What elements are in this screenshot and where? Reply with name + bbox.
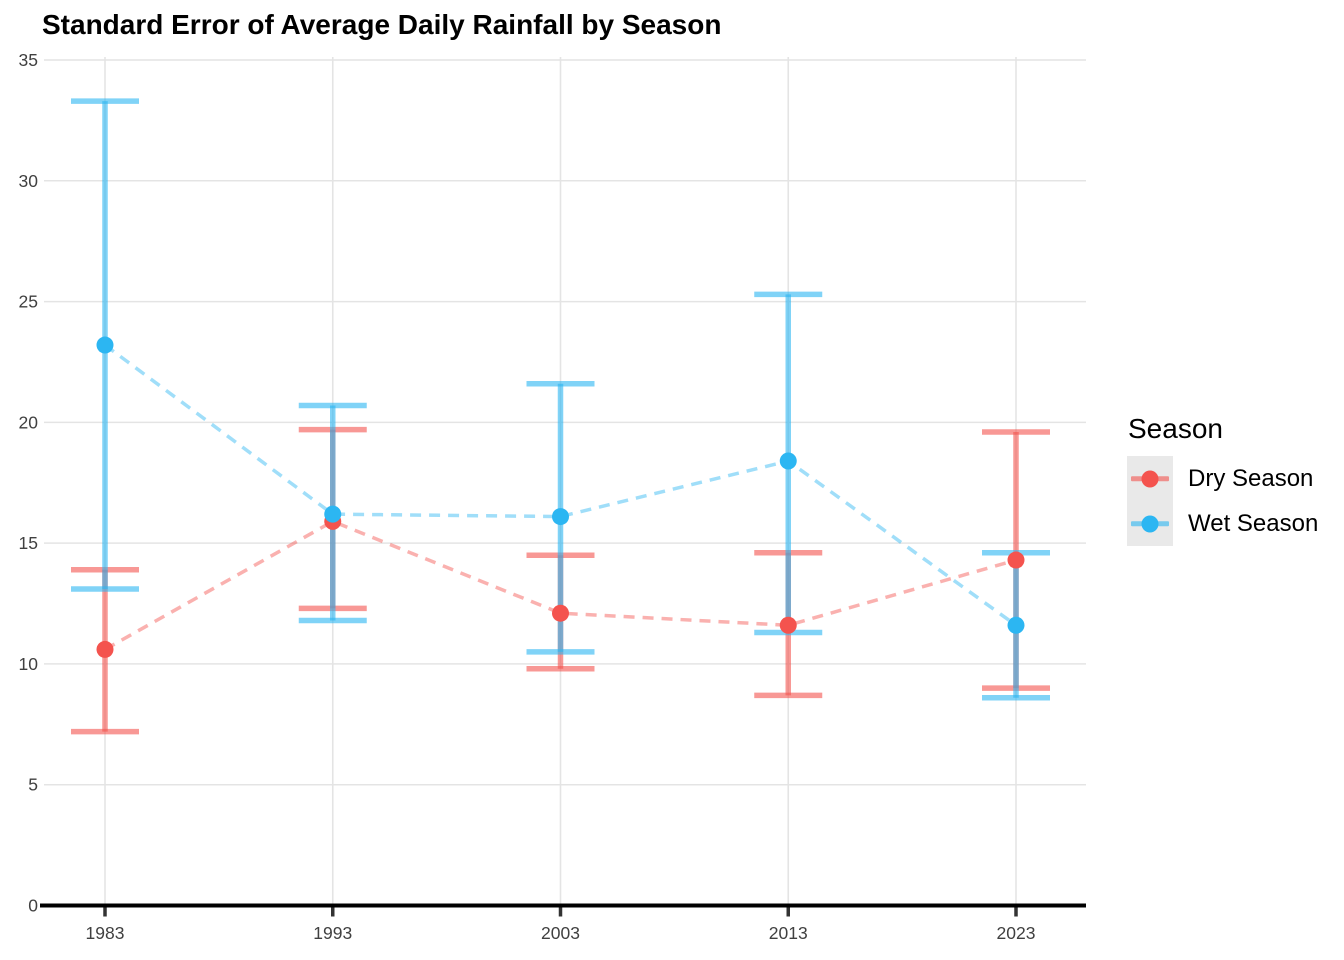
- y-tick-label: 0: [28, 896, 38, 916]
- y-tick-label: 20: [19, 412, 39, 432]
- data-point: [1007, 551, 1025, 569]
- legend-item-dry-season: Dry Season: [1127, 456, 1318, 501]
- y-tick-label: 15: [19, 533, 38, 553]
- points-wet-season: [96, 336, 1025, 634]
- x-tick-label: 1983: [86, 923, 125, 943]
- x-tick-label: 1993: [313, 923, 352, 943]
- legend-item-wet-season: Wet Season: [1127, 501, 1318, 546]
- legend: Season Dry Season Wet Season: [1127, 413, 1318, 546]
- x-tick-label: 2013: [769, 923, 808, 943]
- legend-key-icon: [1127, 501, 1173, 546]
- y-tick-label: 5: [28, 775, 38, 795]
- chart-title: Standard Error of Average Daily Rainfall…: [42, 9, 722, 40]
- y-tick-label: 25: [19, 292, 38, 312]
- legend-item-label: Dry Season: [1188, 464, 1314, 492]
- x-axis: 1983 1993 2003 2013 2023: [40, 903, 1086, 943]
- y-tick-label: 30: [19, 171, 39, 191]
- x-tick-label: 2003: [541, 923, 580, 943]
- y-tick-label: 10: [19, 654, 39, 674]
- legend-title: Season: [1128, 413, 1223, 444]
- gridlines: [44, 57, 1086, 906]
- data-point: [96, 640, 114, 658]
- data-point: [552, 604, 569, 622]
- legend-item-label: Wet Season: [1188, 509, 1319, 537]
- data-point: [324, 505, 342, 523]
- y-tick-label: 35: [19, 50, 38, 70]
- trend-line-dry-season: [104, 519, 1017, 651]
- legend-items: Dry Season Wet Season: [1127, 456, 1318, 546]
- legend-key-dot: [1141, 515, 1159, 532]
- x-tick-label: 2023: [997, 923, 1036, 943]
- data-point: [96, 336, 114, 354]
- data-point: [779, 616, 797, 634]
- trend-line-wet-season: [103, 343, 1018, 627]
- legend-key-dot: [1141, 470, 1159, 487]
- data-point: [552, 508, 569, 526]
- data-point: [1007, 616, 1025, 634]
- x-axis-line: [40, 903, 1086, 908]
- y-axis: 0 5 10 15 20 25 30 35: [19, 50, 39, 916]
- legend-key-icon: [1127, 456, 1173, 501]
- data-point: [779, 452, 797, 470]
